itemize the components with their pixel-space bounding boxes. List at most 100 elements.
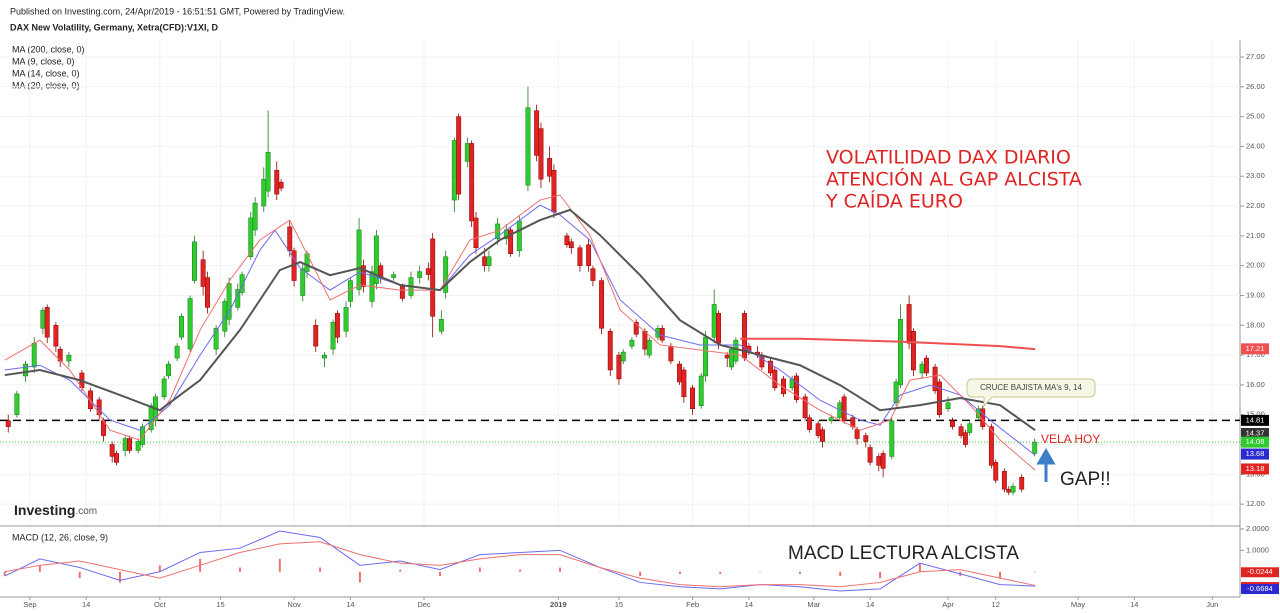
macd-line — [4, 541, 1036, 588]
candle-body — [109, 444, 115, 457]
candle-body — [192, 241, 197, 281]
candle-body — [399, 286, 405, 299]
x-tick-label: 2019 — [550, 600, 567, 609]
x-tick-label: 14 — [745, 600, 753, 609]
candle-body — [127, 438, 132, 451]
candle-body — [867, 447, 873, 463]
candle-body — [607, 330, 613, 371]
candle-body — [724, 354, 730, 359]
histogram-bar — [319, 567, 322, 572]
candle-body — [443, 256, 449, 293]
logo-suffix: .com — [75, 506, 97, 517]
candle-body — [733, 339, 739, 362]
candle-body — [677, 363, 683, 383]
candle-body — [1010, 485, 1016, 493]
x-tick-label: May — [1071, 600, 1085, 609]
x-tick-label: 15 — [216, 600, 224, 609]
histogram-bar — [879, 571, 882, 579]
candle-body — [451, 140, 457, 201]
value-label-box — [1241, 584, 1279, 595]
histogram-bar — [918, 563, 921, 572]
candle-body — [161, 378, 167, 398]
legend-entry: MA (20, close, 0) — [12, 80, 80, 90]
candle-body — [226, 283, 232, 320]
macd-line — [4, 530, 1036, 592]
annotation: VOLATILIDAD DAX DIARIO — [826, 147, 1071, 169]
value-label: -0.6684 — [1247, 584, 1272, 593]
candle-body — [391, 274, 397, 278]
histogram-bar — [38, 565, 41, 572]
x-tick-label: Oct — [154, 600, 167, 609]
candle-body — [5, 420, 11, 427]
histogram-bar — [519, 569, 522, 572]
ma-line — [740, 337, 1036, 351]
candle-body — [53, 325, 59, 347]
candle-body — [261, 178, 267, 207]
candle-body — [863, 435, 869, 442]
candle-body — [1001, 471, 1007, 490]
candle-body — [360, 265, 366, 287]
candle-body — [936, 381, 942, 415]
header: Published on Investing.com, 24/Apr/2019 … — [10, 6, 345, 16]
candle-body — [932, 366, 938, 392]
candle-body — [893, 381, 899, 404]
y-tick-label: 15.00 — [1246, 410, 1265, 419]
value-label-box — [1241, 567, 1279, 578]
histogram-bar — [278, 558, 281, 572]
candle-body — [807, 417, 812, 430]
candle-body — [14, 393, 20, 415]
candle-body — [910, 330, 916, 371]
price-label: 14.37 — [1246, 428, 1265, 437]
x-tick-label: 12 — [992, 600, 1000, 609]
histogram-bar — [238, 567, 241, 572]
histogram-bar — [358, 571, 361, 583]
y-tick-label: 12.00 — [1246, 499, 1265, 508]
histogram-bar — [639, 571, 642, 577]
candle-body — [880, 453, 886, 469]
candle-body — [547, 158, 553, 177]
candle-body — [300, 268, 306, 296]
x-tick-label: 14 — [866, 600, 874, 609]
y-tick-label: 1.0000 — [1246, 545, 1269, 554]
x-tick-label: 14 — [82, 600, 90, 609]
candle-body — [854, 429, 860, 439]
annotation: ATENCIÓN AL GAP ALCISTA — [826, 167, 1082, 191]
histogram-bar — [798, 571, 801, 574]
candle-body — [646, 339, 652, 356]
candle-body — [425, 268, 431, 275]
price-label-box — [1241, 448, 1269, 460]
plot: 12.0013.0014.0015.0016.0017.0018.0019.00… — [0, 40, 1279, 609]
candle-body — [711, 304, 717, 338]
candle-body — [828, 417, 834, 421]
histogram-bar — [478, 567, 481, 572]
candle-body — [464, 143, 470, 162]
y-tick-label: 26.00 — [1246, 82, 1265, 91]
legend-entry: MA (200, close, 0) — [12, 44, 85, 54]
candle-body — [1006, 488, 1012, 493]
y-tick-label: 19.00 — [1246, 290, 1265, 299]
x-tick-label: Sep — [23, 600, 36, 609]
candle-body — [88, 390, 93, 409]
candle-body — [248, 217, 254, 257]
macd-title: MACD (12, 26, close, 9) — [12, 532, 108, 542]
candle-body — [287, 226, 293, 252]
candle-body — [140, 426, 145, 445]
candle-body — [166, 363, 171, 377]
histogram-bar — [3, 571, 6, 577]
candle-body — [508, 229, 514, 254]
x-tick-label: Jun — [1206, 600, 1218, 609]
logo: Investing.com — [14, 502, 97, 518]
price-label-box — [1241, 436, 1269, 448]
candle-body — [967, 423, 973, 433]
y-tick-label: 16.00 — [1246, 380, 1265, 389]
histogram-bar — [118, 571, 121, 583]
candle-body — [1032, 441, 1038, 454]
candle-body — [456, 116, 462, 195]
y-tick-label: 18.00 — [1246, 320, 1265, 329]
candle-body — [334, 313, 340, 338]
price-label: 14.81 — [1246, 415, 1265, 424]
candle-body — [430, 238, 436, 317]
y-tick-label: 27.00 — [1246, 52, 1265, 61]
ma-line — [4, 204, 1036, 456]
candle-body — [525, 107, 531, 186]
